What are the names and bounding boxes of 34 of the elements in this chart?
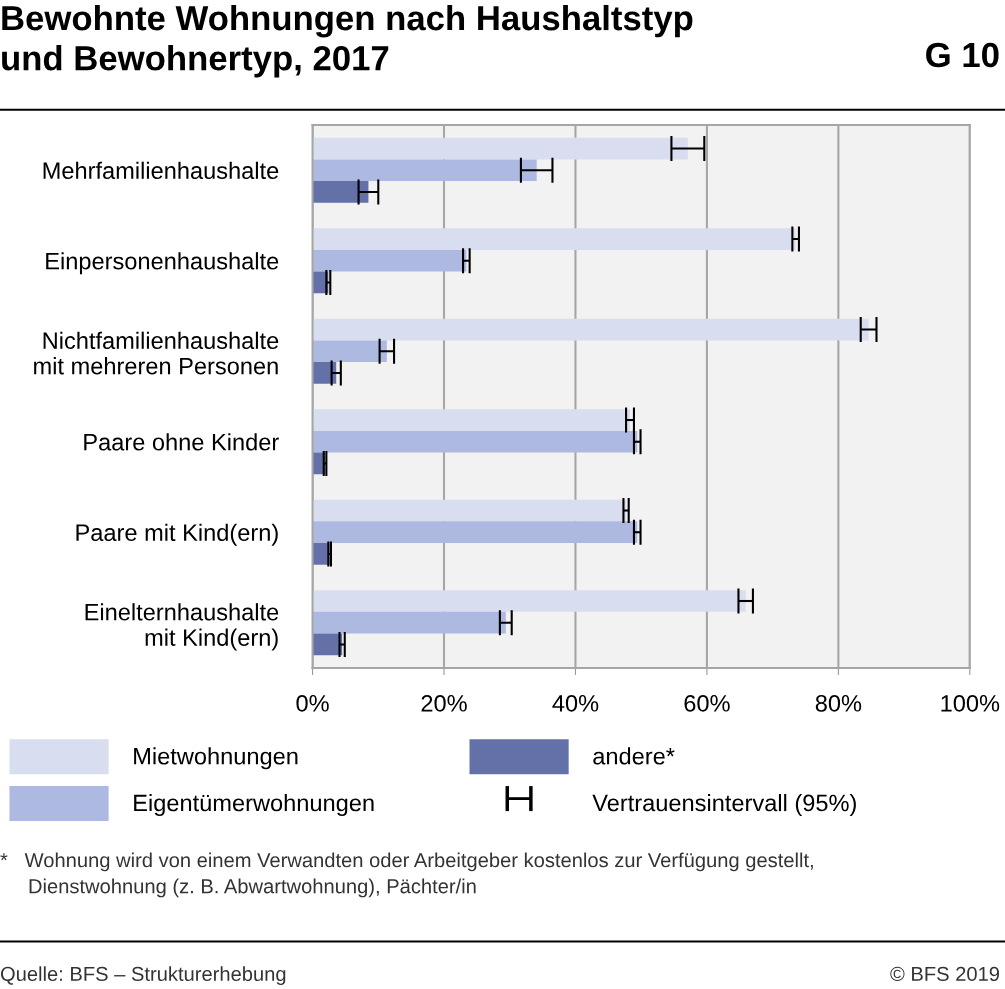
x-tick-label: 0% bbox=[296, 694, 329, 712]
bar bbox=[312, 340, 387, 363]
legend-label: Eigentümerwohnungen bbox=[134, 793, 374, 816]
chart-subtitle: G 10 bbox=[926, 42, 999, 68]
y-tick-label: Mehrfamilienhaushalte bbox=[43, 161, 279, 180]
legend-label: Mietwohnungen bbox=[134, 747, 298, 770]
x-tick-label: 80% bbox=[815, 694, 862, 712]
y-tick-label: Einpersonenhaushalte bbox=[46, 252, 279, 275]
legend-label: andere* bbox=[593, 747, 675, 765]
text: * Wohnung wird von einem Verwandten oder Arbeitgeber kostenlos zur Verfügung gestellt, Dienstwohnung (z. B. Abwartwohnung), Pächter/in bbox=[0, 852, 813, 898]
chart-title: Bewohnte Wohnungen nach Haushaltstyp und Bewohnertyp, 2017 bbox=[2, 4, 693, 78]
bar bbox=[312, 318, 869, 341]
text: Vertrauensintervall (95%) bbox=[592, 793, 856, 816]
bar bbox=[312, 181, 369, 203]
bar bbox=[312, 499, 627, 522]
x-tick-label: 60% bbox=[684, 694, 730, 712]
source-note: Quelle: BFS – Strukturerhebung bbox=[0, 966, 286, 986]
x-tick-label: 40% bbox=[552, 694, 599, 712]
bar bbox=[312, 137, 688, 160]
bar bbox=[312, 228, 796, 250]
bar bbox=[312, 430, 638, 453]
y-tick-label: Nichtfamilienhaushalte mit mehreren Personen bbox=[34, 331, 279, 375]
y-tick-label: Paare ohne Kinder bbox=[84, 433, 279, 451]
y-tick-label: Einelternhaushalte mit Kind(ern) bbox=[85, 603, 279, 651]
bar bbox=[312, 249, 467, 272]
bar bbox=[312, 521, 638, 544]
x-tick-label: 100% bbox=[941, 694, 1000, 712]
bar bbox=[312, 409, 631, 431]
bar bbox=[312, 611, 506, 634]
x-tick-label: 20% bbox=[421, 694, 467, 712]
text: © BFS 2019 bbox=[890, 966, 1000, 982]
bar bbox=[312, 159, 537, 182]
y-tick-label: Paare mit Kind(ern) bbox=[76, 523, 278, 546]
bar bbox=[312, 590, 746, 612]
